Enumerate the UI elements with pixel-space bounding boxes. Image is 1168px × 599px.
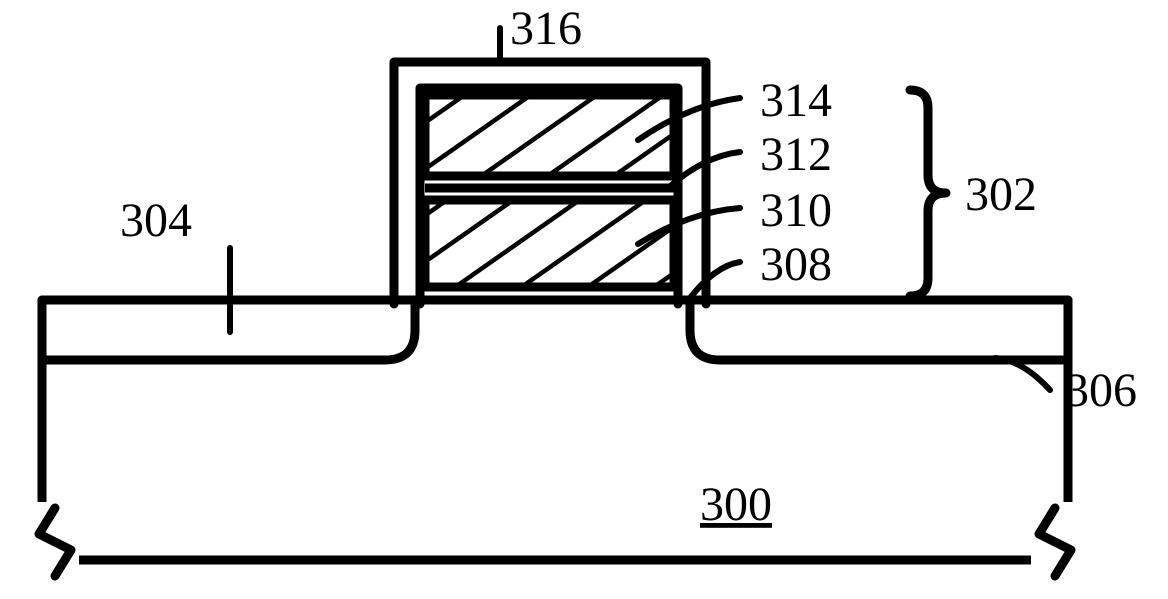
label-316: 316 [510,2,582,55]
label-300: 300 [700,478,772,531]
label-302: 302 [965,168,1037,221]
label-310: 310 [760,184,832,237]
label-306: 306 [1065,364,1137,417]
label-304: 304 [120,194,192,247]
drain-well-306 [690,300,1068,360]
label-314: 314 [760,74,832,127]
layer-314 [425,95,674,176]
label-312: 312 [760,128,832,181]
label-308: 308 [760,238,832,291]
leader-308 [690,262,740,298]
brace-302 [910,90,946,296]
